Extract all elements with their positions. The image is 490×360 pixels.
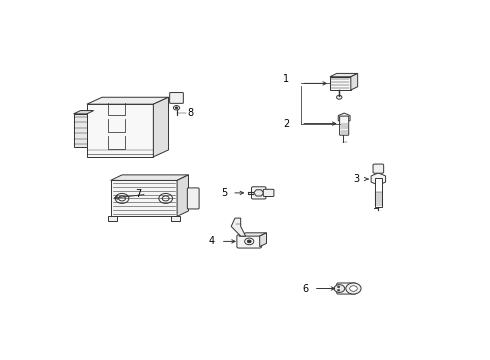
Text: 1: 1 (283, 74, 289, 84)
Polygon shape (260, 233, 267, 247)
Polygon shape (231, 218, 245, 236)
Circle shape (337, 95, 342, 99)
Text: 8: 8 (187, 108, 193, 118)
Circle shape (245, 238, 254, 245)
Polygon shape (351, 73, 358, 90)
Polygon shape (239, 233, 267, 236)
Circle shape (119, 196, 125, 201)
Circle shape (115, 193, 129, 203)
FancyBboxPatch shape (337, 283, 356, 294)
FancyBboxPatch shape (237, 235, 262, 248)
Polygon shape (111, 175, 189, 180)
Polygon shape (177, 175, 189, 216)
Polygon shape (87, 97, 169, 104)
Polygon shape (338, 113, 350, 123)
Circle shape (338, 289, 340, 291)
Bar (108, 216, 117, 221)
Bar (374, 177, 382, 207)
Text: 4: 4 (209, 237, 215, 246)
FancyBboxPatch shape (251, 187, 266, 199)
Circle shape (350, 286, 357, 291)
Polygon shape (330, 73, 358, 77)
Circle shape (334, 285, 345, 292)
Bar (330, 77, 351, 90)
Polygon shape (371, 173, 386, 185)
Polygon shape (153, 97, 169, 157)
Bar (74, 114, 87, 147)
FancyBboxPatch shape (263, 189, 274, 197)
Circle shape (175, 107, 178, 109)
Circle shape (159, 193, 172, 203)
FancyBboxPatch shape (340, 116, 349, 135)
Circle shape (173, 105, 179, 110)
Bar (87, 104, 153, 157)
FancyBboxPatch shape (373, 164, 384, 173)
FancyBboxPatch shape (170, 93, 183, 103)
Circle shape (346, 283, 361, 294)
Circle shape (162, 196, 169, 201)
Bar (111, 180, 177, 216)
Text: 6: 6 (303, 284, 309, 293)
Polygon shape (74, 111, 94, 114)
Bar (171, 216, 180, 221)
Circle shape (338, 286, 340, 288)
Text: 5: 5 (221, 188, 227, 198)
Circle shape (247, 240, 251, 243)
FancyBboxPatch shape (187, 188, 199, 209)
Text: 2: 2 (283, 118, 289, 129)
Text: 3: 3 (353, 174, 359, 184)
Polygon shape (254, 190, 264, 196)
Text: 7: 7 (135, 189, 141, 199)
